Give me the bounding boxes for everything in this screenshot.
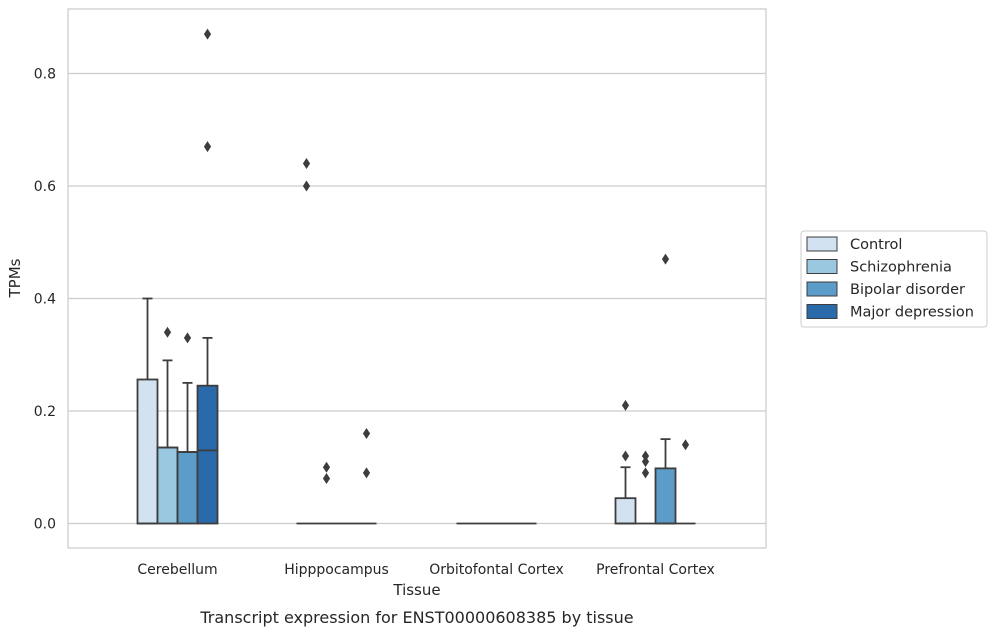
outlier-3-0-0: [621, 450, 630, 462]
outlier-1-0-1: [302, 158, 311, 169]
outlier-0-1-0: [163, 326, 172, 338]
legend-label-2: Bipolar disorder: [850, 282, 965, 298]
y-tick-label-1: 0.2: [34, 404, 56, 420]
legend-swatch-0: [806, 236, 838, 252]
y-axis-ticks: 0.0 0.2 0.4 0.6 0.8: [34, 67, 56, 533]
legend-swatch-3: [806, 304, 838, 319]
outlier-3-1-2: [641, 450, 650, 462]
outlier-0-3-0: [203, 141, 212, 153]
box-body-0-1: [156, 446, 179, 525]
x-tick-label-3: Prefrontal Cortex: [596, 562, 715, 578]
outlier-1-3-0: [362, 467, 371, 479]
box-body-0-2: [176, 451, 199, 525]
outlier-3-3-0: [681, 439, 690, 451]
box-body-0-0: [136, 378, 159, 525]
box-3-3: [675, 439, 696, 525]
legend-swatch-1: [806, 259, 838, 274]
x-tick-label-2: Orbitofontal Cortex: [429, 562, 564, 578]
outlier-1-1-0: [322, 473, 331, 484]
plot-area: [67, 8, 767, 549]
legend-frame: [800, 230, 988, 328]
box-body-3-2: [654, 467, 677, 525]
legend-label-0: Control: [850, 237, 902, 253]
box-0-0: [136, 297, 159, 525]
x-tick-label-1: Hipppocampus: [284, 562, 389, 578]
x-tick-label-0: Cerebellum: [137, 562, 217, 578]
box-3-2: [654, 253, 677, 525]
box-groups: [136, 28, 696, 525]
outlier-0-2-0: [183, 332, 192, 344]
y-tick-label-4: 0.8: [34, 67, 56, 83]
outlier-3-1-1: [641, 456, 650, 468]
outlier-1-3-1: [362, 428, 371, 439]
outlier-1-0-0: [302, 180, 311, 192]
box-1-1: [316, 461, 337, 525]
box-body-3-0: [614, 497, 637, 525]
y-axis-label: TPMs: [6, 258, 24, 298]
legend: Control Schizophrenia Bipolar disorder Majo…: [800, 230, 988, 328]
outlier-3-2-0: [661, 253, 670, 265]
box-0-1: [156, 326, 179, 525]
plot-frame: [67, 8, 767, 549]
box-1-0: [296, 158, 317, 525]
outlier-3-0-1: [621, 399, 630, 411]
box-3-1: [635, 450, 656, 525]
box-1-3: [356, 428, 377, 525]
chart-caption: Transcript expression for ENST0000060838…: [199, 608, 633, 627]
outlier-0-3-1: [203, 28, 212, 40]
box-3-0: [614, 399, 637, 525]
y-tick-label-2: 0.4: [34, 292, 56, 308]
y-tick-label-0: 0.0: [34, 517, 56, 533]
legend-label-1: Schizophrenia: [850, 260, 952, 276]
outlier-1-1-1: [322, 461, 331, 473]
legend-label-3: Major depression: [850, 305, 974, 321]
legend-swatch-2: [806, 281, 838, 297]
box-body-0-3: [196, 384, 219, 525]
box-0-3: [196, 28, 219, 525]
x-axis-label: Tissue: [392, 581, 440, 599]
x-axis-ticks: Cerebellum Hipppocampus Orbitofontal Corte…: [137, 562, 714, 578]
y-tick-label-3: 0.6: [34, 179, 56, 195]
outlier-3-1-0: [641, 467, 650, 479]
